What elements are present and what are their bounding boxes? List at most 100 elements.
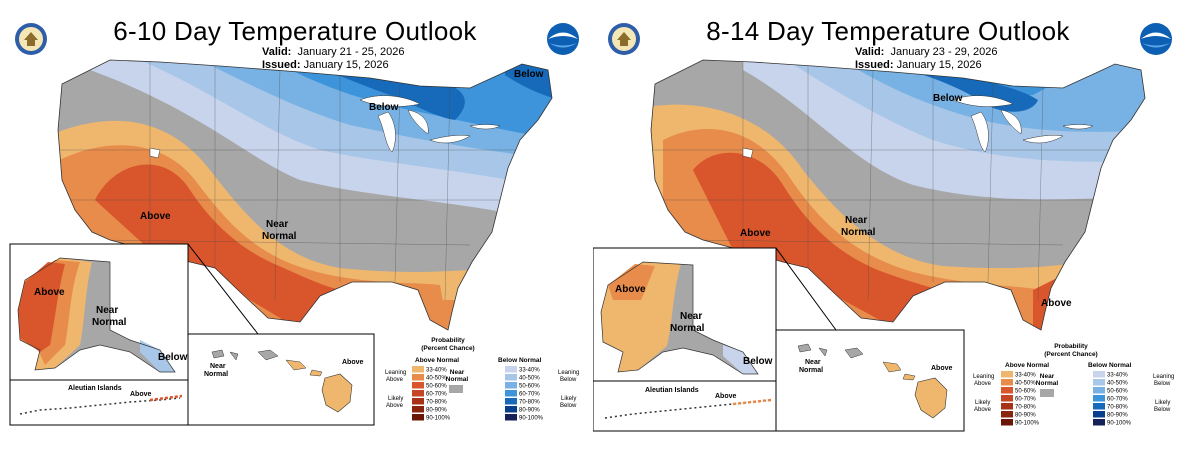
legend-above-swatch [1001, 411, 1013, 418]
legend: Probability (Percent Chance) Above Norma… [973, 343, 1174, 427]
legend-below-swatch [1093, 379, 1105, 386]
legend-above-swatch [412, 398, 424, 405]
legend-above-bin-label: 33-40% [426, 368, 447, 374]
issued-date: Issued: January 15, 2026 [855, 59, 982, 71]
conus-near-label-2: Normal [262, 231, 297, 242]
legend-likely-below-1: Likely [561, 396, 576, 402]
conus-near-label-1: Near [845, 215, 867, 226]
legend-near-swatch [1040, 389, 1054, 397]
noaa-logo-icon [547, 23, 579, 55]
legend-below-swatch [505, 374, 517, 381]
conus-above-fl-label: Above [1041, 298, 1072, 309]
legend-above-bin-label: 80-90% [426, 408, 447, 414]
legend-above-bin-label: 90-100% [1015, 421, 1040, 427]
legend-likely-above-1: Likely [388, 396, 403, 402]
legend-above-bin-label: 70-80% [426, 400, 447, 406]
legend-above-bin-label: 80-90% [1015, 413, 1036, 419]
legend-likely-above-1: Likely [975, 400, 990, 406]
conus-above-sw-label: Above [740, 228, 771, 239]
doc-seal-icon [15, 23, 47, 55]
legend-subtitle: (Percent Chance) [421, 345, 474, 352]
legend-below-header: Below Normal [1088, 362, 1132, 369]
legend-above-swatch [1001, 371, 1013, 378]
valid-dates: Valid: January 23 - 29, 2026 [855, 46, 998, 58]
legend-above-bin-label: 50-60% [1015, 389, 1036, 395]
legend-below-header: Below Normal [498, 357, 542, 364]
legend-above-swatch [1001, 379, 1013, 386]
conus-below-lakes-label: Below [369, 102, 399, 113]
doc-seal-icon [608, 23, 640, 55]
legend-below-bin-label: 33-40% [1107, 373, 1128, 379]
legend-above-swatch [1001, 387, 1013, 394]
page-title: 8-14 Day Temperature Outlook [706, 16, 1070, 46]
legend-title: Probability [1054, 343, 1088, 350]
legend-below-swatch [505, 398, 517, 405]
legend-above-bin-label: 33-40% [1015, 373, 1036, 379]
hi-near-label-1: Near [210, 363, 226, 370]
legend-below-bin-label: 50-60% [519, 384, 540, 390]
legend-above-bin-label: 60-70% [1015, 397, 1036, 403]
legend-above-bin-label: 40-50% [426, 376, 447, 382]
legend-likely-below-1: Likely [1155, 400, 1170, 406]
legend-above-bin-label: 50-60% [426, 384, 447, 390]
legend-below-bin-label: 60-70% [1107, 397, 1128, 403]
legend-near-1: Near [1040, 373, 1055, 380]
legend-below-bin-label: 80-90% [519, 408, 540, 414]
legend-below-swatch [505, 414, 517, 421]
hi-near-label-2: Normal [799, 367, 823, 374]
legend-below-bin-label: 40-50% [519, 376, 540, 382]
ak-below-label: Below [158, 352, 188, 363]
legend-below-swatch [505, 390, 517, 397]
legend-below-swatch [1093, 371, 1105, 378]
legend-below-bin-label: 40-50% [1107, 381, 1128, 387]
conus-above-label: Above [140, 211, 171, 222]
outlook-8-14-panel: 8-14 Day Temperature Outlook Valid: Janu… [593, 0, 1183, 449]
legend-below-bin-label: 60-70% [519, 392, 540, 398]
legend-below-bin-label: 90-100% [1107, 421, 1132, 427]
legend-leaning-above-1: Leaning [973, 374, 994, 380]
legend-above-swatch [1001, 403, 1013, 410]
legend-below-swatch [505, 366, 517, 373]
conus-near-label-2: Normal [841, 227, 876, 238]
great-lakes [742, 95, 1094, 159]
legend-leaning-above-2: Above [974, 381, 992, 387]
legend-likely-below-2: Below [1154, 407, 1171, 413]
ak-near-label-1: Near [96, 305, 118, 316]
legend-below-swatch [1093, 387, 1105, 394]
legend-above-bin-label: 40-50% [1015, 381, 1036, 387]
aleutian-title: Aleutian Islands [645, 387, 699, 394]
legend-below-swatch [1093, 403, 1105, 410]
legend-below-swatch [1093, 395, 1105, 402]
legend-subtitle: (Percent Chance) [1044, 351, 1097, 358]
legend-above-swatch [1001, 419, 1013, 426]
legend-below-bin-label: 70-80% [1107, 405, 1128, 411]
legend-below-bin-label: 33-40% [519, 368, 540, 374]
legend-above-swatch [412, 390, 424, 397]
legend-likely-below-2: Below [560, 403, 577, 409]
legend-below-swatch [505, 382, 517, 389]
legend-above-header: Above Normal [1005, 362, 1049, 369]
outlook-6-10-panel: 6-10 Day Temperature Outlook Valid: Janu… [0, 0, 590, 449]
legend-near-2: Normal [1036, 380, 1059, 387]
legend-above-bin-label: 60-70% [426, 392, 447, 398]
legend-above-swatch [412, 382, 424, 389]
legend-above-swatch [1001, 395, 1013, 402]
legend-below-bin-label: 90-100% [519, 416, 544, 422]
legend-near-2: Normal [446, 376, 469, 383]
legend-above-swatch [412, 406, 424, 413]
legend-below-swatch [1093, 419, 1105, 426]
aleutian-inset: Aleutian Islands Above [593, 380, 777, 432]
legend-above-header: Above Normal [415, 357, 459, 364]
ak-below-label: Below [743, 356, 773, 367]
legend-below-bin-label: 80-90% [1107, 413, 1128, 419]
aleutian-inset: Aleutian Islands Above [9, 379, 189, 426]
page-title: 6-10 Day Temperature Outlook [113, 16, 477, 46]
legend-likely-above-2: Above [386, 403, 404, 409]
ak-near-label-1: Near [680, 311, 702, 322]
valid-dates: Valid: January 21 - 25, 2026 [262, 46, 405, 58]
legend-title: Probability [431, 337, 465, 344]
legend-leaning-above-2: Above [386, 377, 404, 383]
hi-near-label-1: Near [805, 359, 821, 366]
hawaii-inset: Near Normal Above [187, 333, 375, 426]
hi-above-label: Above [931, 365, 953, 372]
